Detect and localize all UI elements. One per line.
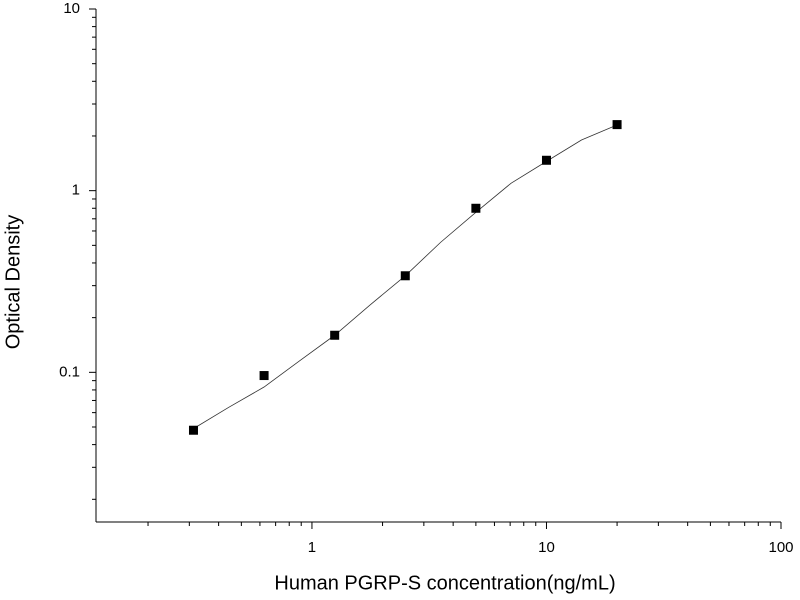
data-point <box>612 120 622 130</box>
x-tick-label: 1 <box>308 539 316 556</box>
data-point <box>330 330 340 340</box>
data-point <box>400 271 410 281</box>
data-point <box>259 371 269 381</box>
x-axis-label: Human PGRP-S concentration(ng/mL) <box>274 572 615 594</box>
x-tick-label: 100 <box>768 539 793 556</box>
y-tick-label: 10 <box>63 0 80 17</box>
data-point <box>471 203 481 213</box>
y-tick-label: 0.1 <box>59 363 80 380</box>
y-tick-label: 1 <box>72 182 80 199</box>
data-point <box>188 425 198 435</box>
data-point <box>541 155 551 165</box>
y-axis-label: Optical Density <box>2 215 24 350</box>
x-tick-label: 10 <box>538 539 555 556</box>
